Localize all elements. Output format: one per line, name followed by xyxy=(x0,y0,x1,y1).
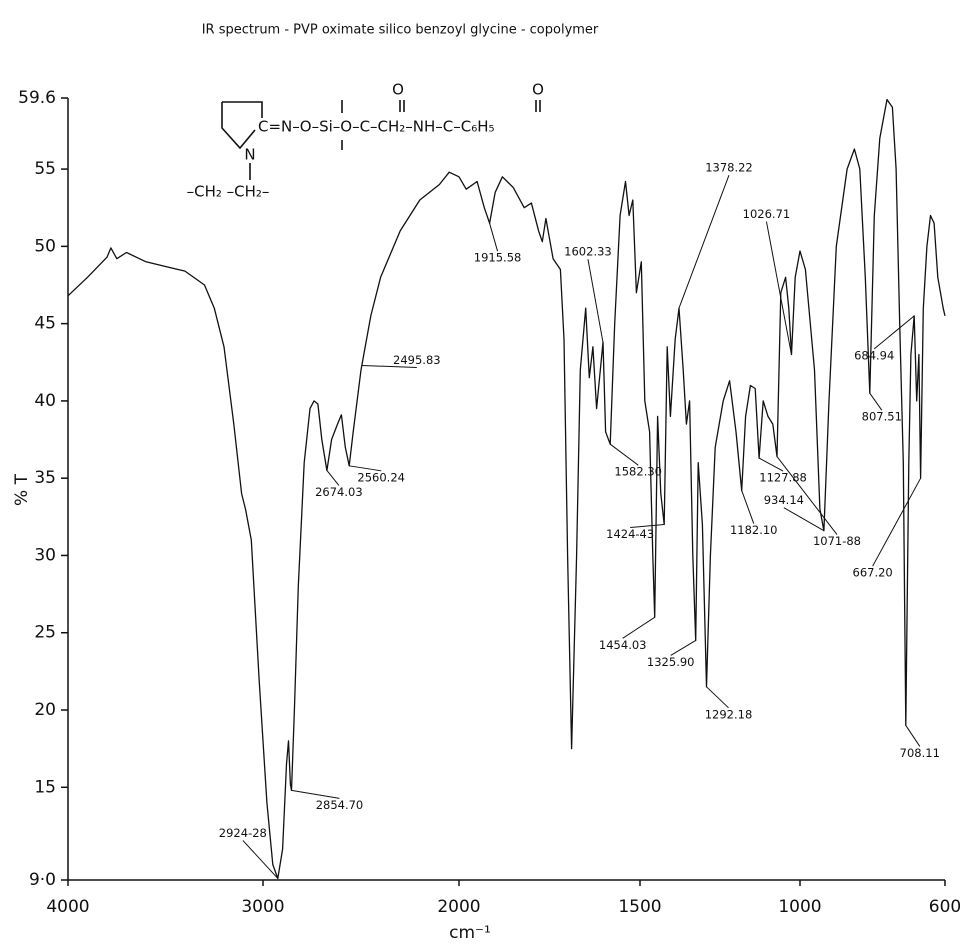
peak-label: 667.20 xyxy=(853,566,893,580)
x-tick-label: 3000 xyxy=(241,897,284,917)
x-tick-label: 4000 xyxy=(46,897,89,917)
peak-label: 1602.33 xyxy=(564,245,612,259)
x-axis-label: cm⁻¹ xyxy=(449,923,491,943)
peak-leader xyxy=(291,789,340,799)
peak-leader xyxy=(706,686,729,709)
peak-label: 2560.24 xyxy=(357,470,405,484)
peak-leader xyxy=(326,470,340,486)
y-tick-label: 45 xyxy=(34,314,56,334)
peak-leader xyxy=(670,640,696,656)
peak-leader xyxy=(776,456,838,535)
peak-leader xyxy=(678,175,730,309)
peak-leader xyxy=(242,840,279,879)
peak-leader xyxy=(622,616,655,639)
peak-label: 1378.22 xyxy=(705,161,753,175)
peak-label: 2495.83 xyxy=(393,353,441,367)
peak-label: 2924-28 xyxy=(219,826,267,840)
peak-label: 1582.30 xyxy=(614,465,662,479)
y-axis-label: % T xyxy=(12,473,32,506)
peak-label: 1026.71 xyxy=(743,207,791,221)
peak-label: 1454.03 xyxy=(599,638,647,652)
peak-label: 807.51 xyxy=(862,410,902,424)
y-tick-label: 20 xyxy=(34,700,56,720)
y-tick-label: 30 xyxy=(34,545,56,565)
peak-label: 1424-43 xyxy=(606,527,654,541)
structure-chain: C=N–O–Si–O–C–CH₂–NH–C–C₆H₅ xyxy=(258,118,495,136)
peak-label: 1292.18 xyxy=(705,707,753,721)
x-tick-label: 600 xyxy=(929,897,960,917)
peak-label: 1915.58 xyxy=(474,251,522,265)
peak-leader xyxy=(905,725,921,747)
structure-backbone: –CH₂ –CH₂– xyxy=(187,183,270,201)
ring xyxy=(221,101,263,150)
y-tick-label: 55 xyxy=(34,159,56,179)
peak-leader xyxy=(765,221,792,355)
structure-nitrogen: N xyxy=(244,146,255,164)
y-tick-label: 25 xyxy=(34,623,56,643)
y-tick-label: 35 xyxy=(34,468,56,488)
peak-leader xyxy=(783,507,825,532)
peak-label: 1071-88 xyxy=(813,534,861,548)
peak-label: 1127.88 xyxy=(759,471,807,485)
x-tick-label: 2000 xyxy=(437,897,480,917)
peak-leader xyxy=(609,443,639,466)
peak-label: 708.11 xyxy=(900,746,940,760)
structure xyxy=(221,100,541,180)
peak-label: 1325.90 xyxy=(647,655,695,669)
peak-label: 684.94 xyxy=(854,348,894,362)
peak-label: 2854.70 xyxy=(316,798,364,812)
peak-leader xyxy=(741,490,755,524)
x-tick-label: 1000 xyxy=(778,897,821,917)
peak-leader xyxy=(869,392,883,411)
peak-label: 934.14 xyxy=(764,493,804,507)
peak-leader xyxy=(758,457,784,472)
x-tick-label: 1500 xyxy=(618,897,661,917)
peak-leader xyxy=(361,364,417,368)
y-tick-label: 15 xyxy=(34,777,56,797)
y-tick-label: 40 xyxy=(34,391,56,411)
spectrum xyxy=(67,98,946,880)
structure-oxygen: O xyxy=(392,81,404,99)
y-tick-label: 59.6 xyxy=(18,88,56,108)
structure-oxygen: O xyxy=(532,81,544,99)
peak-leader xyxy=(349,465,382,472)
y-tick-label: 50 xyxy=(34,236,56,256)
peak-label: 1182.10 xyxy=(730,523,778,537)
chart-title: IR spectrum - PVP oximate silico benzoyl… xyxy=(202,23,599,38)
peak-leader xyxy=(872,477,922,567)
peak-leader xyxy=(587,259,604,343)
peak-label: 2674.03 xyxy=(315,485,363,499)
peak-leader xyxy=(630,524,665,529)
y-tick-label: 9·0 xyxy=(29,870,56,890)
peak-leader xyxy=(873,315,915,350)
peak-leader xyxy=(489,223,499,252)
